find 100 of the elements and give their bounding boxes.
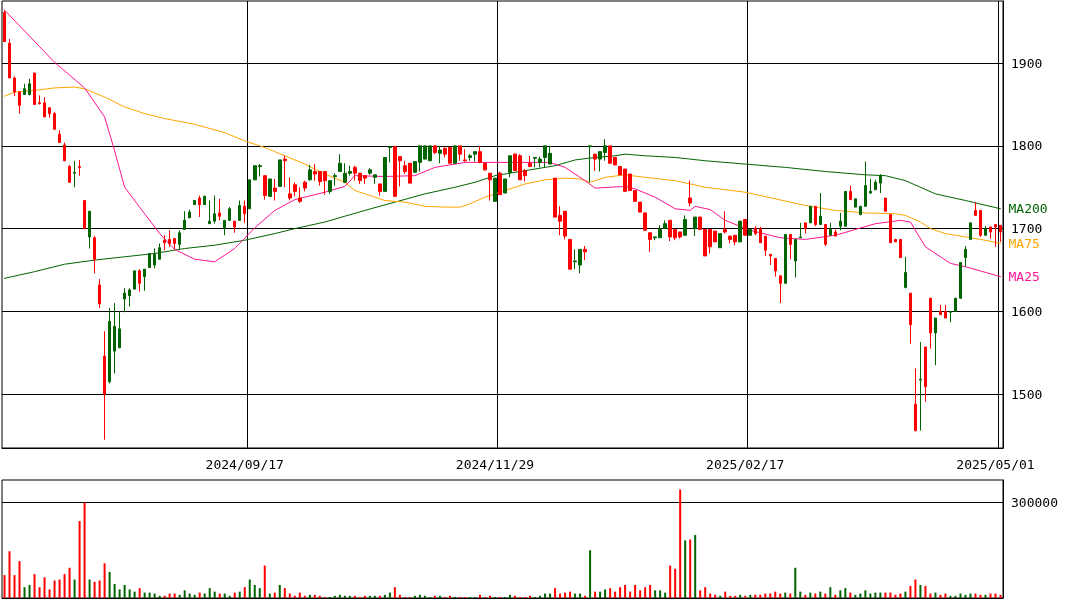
candlestick	[894, 238, 897, 243]
y-tick-label: 1700	[1011, 221, 1043, 237]
bar	[624, 584, 627, 598]
bar	[448, 595, 451, 598]
candlestick	[83, 199, 86, 230]
candlestick	[503, 178, 507, 194]
bar	[854, 594, 857, 598]
candlestick	[974, 201, 977, 216]
bar	[158, 595, 161, 598]
candlestick	[999, 224, 1002, 243]
bar	[554, 588, 557, 598]
candlestick	[58, 129, 61, 144]
bar	[704, 587, 707, 598]
bar	[909, 585, 912, 598]
candlestick	[568, 238, 572, 270]
series-label: MA200	[1008, 201, 1048, 217]
bar	[413, 595, 416, 598]
bar	[904, 591, 907, 598]
candlestick	[924, 346, 927, 403]
bar	[8, 551, 11, 598]
bar	[839, 590, 842, 598]
bar	[318, 595, 321, 598]
bar	[664, 592, 667, 598]
bar	[393, 587, 396, 598]
bar	[699, 590, 702, 598]
y-tick-label: 1800	[1011, 138, 1043, 154]
bar	[58, 579, 61, 598]
bar	[679, 489, 682, 598]
bar	[63, 574, 66, 598]
bar	[418, 594, 421, 598]
x-tick-label: 2025/05/01	[956, 457, 1035, 472]
candlestick	[683, 214, 687, 236]
candlestick	[218, 198, 221, 221]
candlestick	[248, 179, 251, 210]
bar	[343, 595, 346, 598]
candlestick	[338, 153, 342, 173]
bar	[333, 595, 336, 598]
bar	[889, 592, 892, 598]
bar	[13, 575, 16, 598]
candlestick	[103, 330, 106, 441]
candlestick	[278, 159, 282, 187]
candlestick	[899, 238, 902, 259]
bar	[604, 589, 607, 598]
candlestick	[909, 292, 912, 345]
candlestick	[193, 199, 196, 206]
bar	[303, 595, 306, 598]
bar	[3, 575, 6, 598]
candlestick	[859, 205, 862, 216]
bar	[378, 595, 381, 598]
bar	[514, 595, 517, 598]
bar	[488, 595, 491, 598]
bar	[754, 594, 757, 598]
bar	[273, 592, 276, 598]
bar	[208, 588, 211, 598]
candlestick	[268, 178, 272, 197]
candlestick	[388, 145, 392, 163]
candlestick	[123, 287, 126, 313]
candlestick	[153, 248, 156, 269]
candlestick	[478, 145, 482, 164]
bar	[919, 584, 922, 598]
candlestick	[583, 245, 587, 261]
candlestick	[849, 185, 852, 201]
bar	[148, 592, 151, 598]
bar	[243, 587, 246, 598]
bar	[599, 591, 602, 598]
bar	[213, 591, 216, 598]
candlestick	[38, 94, 41, 105]
bar	[629, 591, 632, 598]
bar	[734, 595, 737, 598]
bar	[253, 584, 256, 598]
candlestick	[874, 179, 877, 191]
bar	[794, 567, 797, 598]
candlestick	[298, 186, 302, 204]
bar	[884, 592, 887, 598]
bar	[654, 590, 657, 598]
bar	[138, 588, 141, 598]
bar	[744, 595, 747, 598]
bar	[133, 591, 136, 598]
bar	[293, 595, 296, 598]
bar	[964, 594, 967, 598]
candlestick	[228, 206, 231, 221]
candlestick	[789, 233, 792, 260]
candlestick	[884, 197, 887, 212]
candlestick	[839, 212, 842, 231]
bar	[258, 588, 261, 598]
candlestick	[648, 232, 652, 253]
candlestick	[869, 178, 872, 195]
candlestick	[498, 171, 502, 196]
y-tick-label: 300000	[1011, 495, 1058, 511]
candlestick	[834, 228, 837, 237]
bar	[163, 595, 166, 598]
bar	[228, 595, 231, 598]
candlestick	[118, 310, 121, 349]
bar	[93, 581, 96, 598]
candlestick	[283, 155, 287, 188]
candlestick	[368, 167, 372, 176]
candlestick	[919, 341, 922, 432]
bar	[949, 595, 952, 598]
candlestick	[483, 162, 487, 172]
candlestick	[759, 226, 762, 244]
